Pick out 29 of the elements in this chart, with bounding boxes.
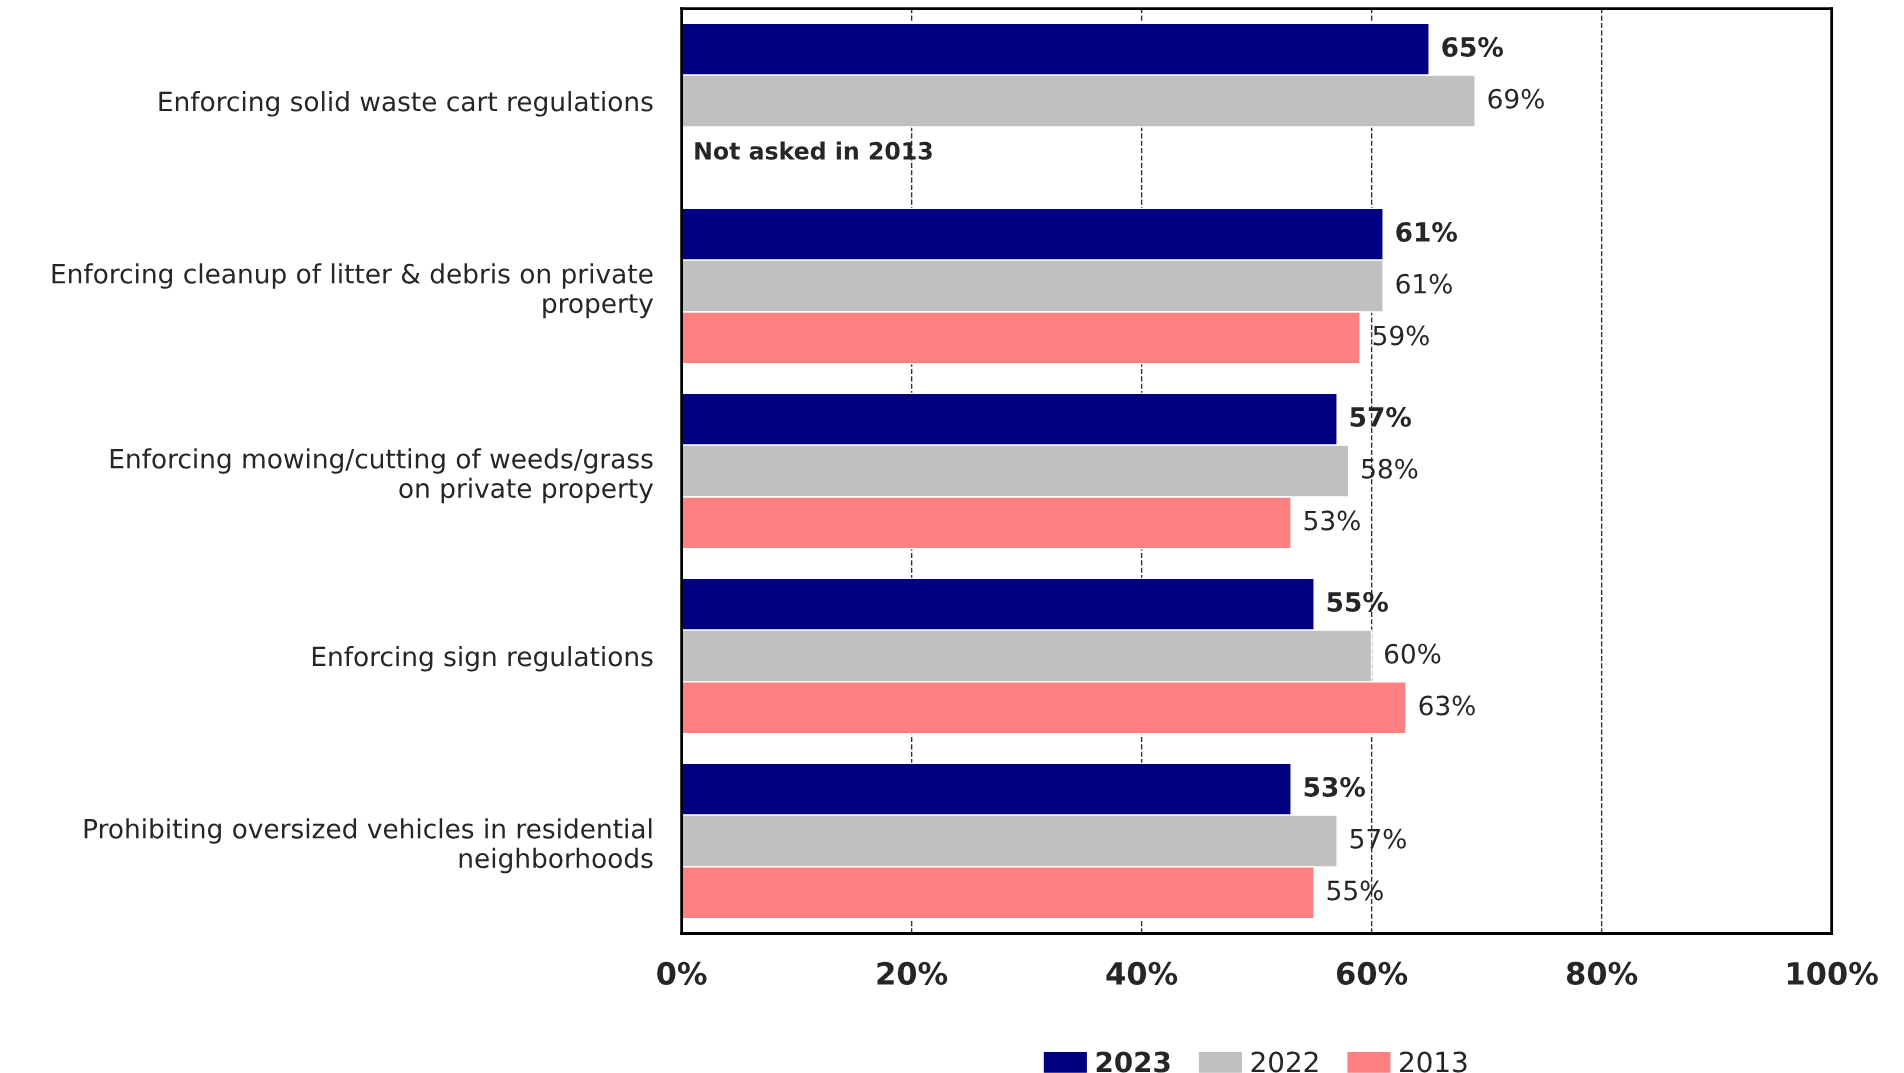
text: 53% [1304, 776, 1365, 797]
y-tick-label: Enforcing sign regulations [312, 646, 653, 672]
annotation: Not asked in 2013 [695, 141, 932, 160]
x-tick-label: 60% [1336, 961, 1408, 985]
text: 57% [1350, 406, 1411, 427]
x-tick-label: 80% [1566, 961, 1638, 985]
text: 60% [1384, 643, 1441, 664]
text: 65% [1442, 36, 1503, 57]
y-tick-label: Prohibiting oversized vehicles in residential neighborhoods [84, 818, 653, 874]
text: 69% [1488, 88, 1544, 109]
text: 63% [1419, 695, 1475, 716]
text: 53% [1304, 510, 1360, 531]
legend-label: 2022 [1251, 1051, 1318, 1073]
legend-label: 2023 [1096, 1051, 1170, 1073]
y-tick-label: Enforcing mowing/cutting of weeds/grass on private property [110, 448, 654, 504]
x-tick-label: 40% [1106, 961, 1178, 985]
y-tick-label: Enforcing solid waste cart regulations [159, 91, 653, 117]
x-tick-label: 100% [1787, 961, 1878, 985]
text: 55% [1327, 591, 1388, 612]
text: 55% [1327, 880, 1383, 901]
text: 61% [1396, 221, 1457, 242]
y-tick-label: Enforcing cleanup of litter & debris on private property [52, 263, 654, 319]
x-tick-label: 20% [877, 961, 948, 985]
text: 61% [1396, 273, 1452, 294]
text: 57% [1350, 828, 1406, 849]
x-tick-label: 0% [657, 961, 707, 985]
legend-label: 2013 [1400, 1051, 1467, 1073]
text: 59% [1373, 325, 1429, 346]
text: 58% [1362, 458, 1418, 479]
